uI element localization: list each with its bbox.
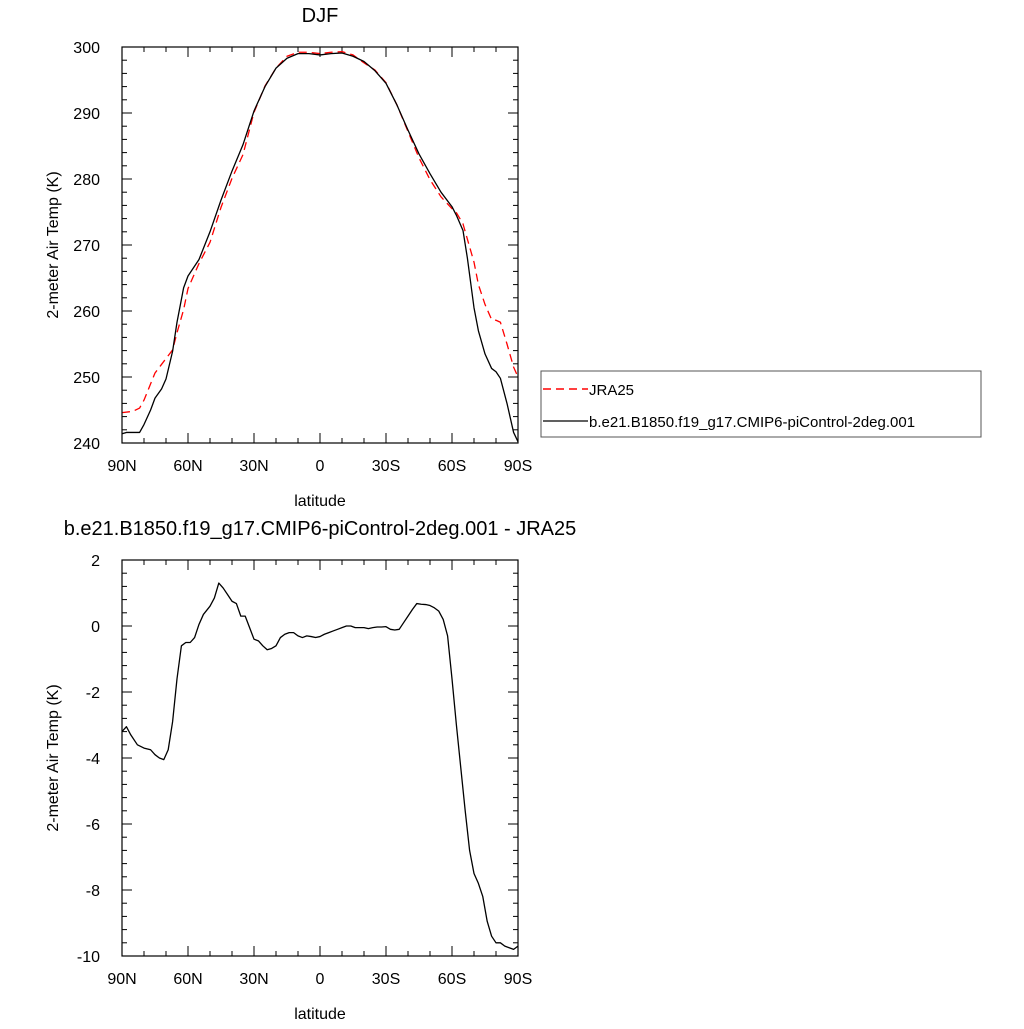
series-lines: [121, 582, 519, 951]
djf-temperature-chart: DJF 2-meter Air Temp (K) latitude 90N 60N…: [45, 5, 982, 510]
y-tick-label: 250: [73, 370, 100, 387]
x-tick-label: 90N: [107, 458, 136, 475]
difference-chart: b.e21.B1850.f19_g17.CMIP6-piControl-2deg…: [45, 518, 576, 1023]
chart-title: DJF: [302, 5, 339, 27]
y-tick-label: 0: [91, 619, 100, 636]
legend-label-model: b.e21.B1850.f19_g17.CMIP6-piControl-2deg…: [589, 414, 915, 431]
chart-title: b.e21.B1850.f19_g17.CMIP6-piControl-2deg…: [64, 518, 577, 540]
x-tick-label: 30S: [372, 971, 400, 988]
legend: JRA25 b.e21.B1850.f19_g17.CMIP6-piContro…: [540, 370, 982, 438]
y-tick-label: -2: [86, 685, 100, 702]
x-tick-label: 0: [316, 458, 325, 475]
y-tick-label: 270: [73, 238, 100, 255]
series-line-model: [121, 52, 519, 442]
x-axis-label: latitude: [294, 493, 346, 510]
x-tick-label: 90S: [504, 971, 532, 988]
x-tick-label: 60N: [173, 458, 202, 475]
plot-frame: [121, 46, 519, 444]
tick-marks: [121, 46, 519, 444]
x-tick-label: 0: [316, 971, 325, 988]
legend-item-model: b.e21.B1850.f19_g17.CMIP6-piControl-2deg…: [543, 414, 915, 431]
y-tick-label: 290: [73, 106, 100, 123]
y-tick-label: 300: [73, 40, 100, 57]
y-tick-label: 280: [73, 172, 100, 189]
y-tick-label: -6: [86, 817, 100, 834]
y-tick-label: 260: [73, 304, 100, 321]
difference-line: [121, 582, 519, 951]
legend-label-jra25: JRA25: [589, 382, 634, 399]
series-lines: [121, 50, 519, 442]
tick-labels: 90N 60N 30N 0 30S 60S 90S 240 250 260 270 280 290 300: [73, 40, 532, 475]
x-tick-label: 60N: [173, 971, 202, 988]
tick-labels: 90N 60N 30N 0 30S 60S 90S -10 -8 -6 -4 -2 0 2: [77, 553, 532, 988]
x-tick-label: 90S: [504, 458, 532, 475]
x-tick-label: 60S: [438, 971, 466, 988]
tick-marks: [121, 559, 519, 957]
legend-box: [540, 370, 982, 438]
series-line-jra25: [121, 50, 519, 414]
y-tick-label: -4: [86, 751, 100, 768]
x-tick-label: 90N: [107, 971, 136, 988]
y-axis-label: 2-meter Air Temp (K): [45, 684, 62, 831]
x-tick-label: 30N: [239, 458, 268, 475]
y-tick-label: -8: [86, 883, 100, 900]
y-tick-label: 2: [91, 553, 100, 570]
y-tick-label: -10: [77, 949, 100, 966]
x-tick-label: 30S: [372, 458, 400, 475]
legend-item-jra25: JRA25: [543, 382, 634, 399]
plot-frame: [121, 559, 519, 957]
x-axis-label: latitude: [294, 1006, 346, 1023]
x-tick-label: 30N: [239, 971, 268, 988]
y-tick-label: 240: [73, 436, 100, 453]
y-axis-label: 2-meter Air Temp (K): [45, 171, 62, 318]
x-tick-label: 60S: [438, 458, 466, 475]
